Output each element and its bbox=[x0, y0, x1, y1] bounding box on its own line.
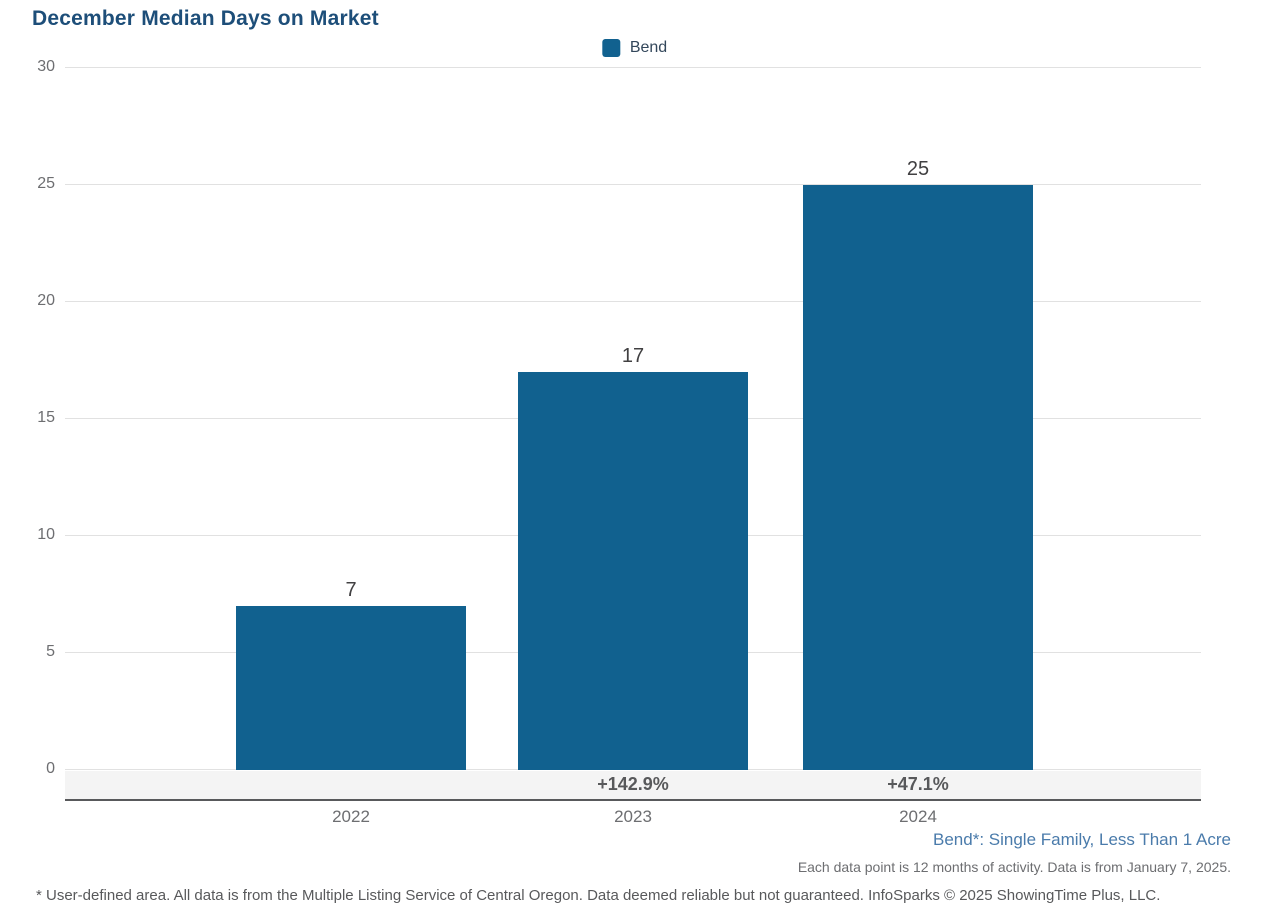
legend-item-bend[interactable]: Bend bbox=[601, 39, 668, 57]
y-axis-tick-label: 15 bbox=[37, 409, 55, 426]
chart-title: December Median Days on Market bbox=[32, 7, 379, 30]
x-axis-category-label: 2023 bbox=[614, 807, 652, 826]
bar-2023[interactable] bbox=[518, 372, 748, 770]
bar-2024[interactable] bbox=[803, 185, 1033, 770]
below-axis-band bbox=[65, 771, 1201, 799]
bar-value-label: 17 bbox=[621, 345, 645, 368]
y-axis-tick-label: 0 bbox=[46, 760, 55, 777]
series-definition-note: Bend*: Single Family, Less Than 1 Acre bbox=[933, 830, 1231, 849]
percent-change-label: +142.9% bbox=[597, 774, 669, 794]
x-axis-category-label: 2022 bbox=[332, 807, 370, 826]
bar-2022[interactable] bbox=[236, 606, 466, 770]
y-axis-tick-label: 30 bbox=[37, 58, 55, 75]
gridline-y-20 bbox=[65, 301, 1201, 302]
percent-change-label: +47.1% bbox=[887, 774, 949, 794]
y-axis-tick-label: 5 bbox=[46, 643, 55, 660]
bar-value-label: 25 bbox=[906, 158, 930, 180]
y-axis-tick-label: 20 bbox=[37, 292, 55, 309]
gridline-y-30 bbox=[65, 67, 1201, 68]
gridline-y-25 bbox=[65, 184, 1201, 185]
y-axis-tick-label: 25 bbox=[37, 175, 55, 192]
bar-value-label: 7 bbox=[345, 579, 357, 602]
data-point-note: Each data point is 12 months of activity… bbox=[797, 859, 1231, 875]
x-axis-line bbox=[65, 799, 1201, 801]
legend-label: Bend bbox=[629, 39, 668, 56]
y-axis-tick-label: 10 bbox=[37, 526, 55, 543]
x-axis-category-label: 2024 bbox=[899, 807, 937, 826]
disclaimer-footer: * User-defined area. All data is from th… bbox=[36, 887, 1161, 904]
legend-swatch-icon bbox=[601, 39, 620, 57]
